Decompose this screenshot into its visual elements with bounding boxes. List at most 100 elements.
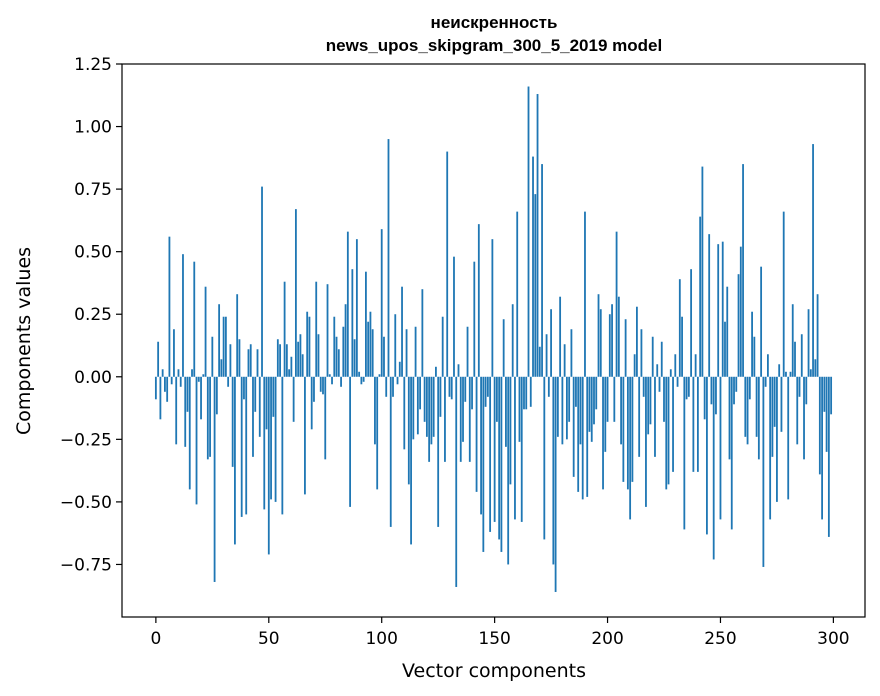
bar-129 (446, 151, 449, 377)
bar-250 (719, 376, 722, 520)
bar-298 (827, 376, 830, 537)
bar-32 (227, 376, 230, 387)
bar-20 (200, 376, 202, 420)
bar-63 (297, 341, 300, 377)
bar-263 (748, 376, 751, 400)
bar-15 (188, 376, 191, 490)
bar-128 (444, 376, 446, 462)
bar-258 (737, 274, 740, 377)
bar-86 (349, 376, 351, 507)
bar-127 (441, 316, 444, 377)
bar-3 (161, 369, 164, 377)
bar-163 (523, 376, 525, 410)
bar-282 (791, 304, 794, 377)
bar-266 (755, 376, 758, 437)
bar-87 (351, 269, 354, 377)
bar-157 (509, 376, 512, 485)
bar-99 (378, 374, 381, 377)
chart-subtitle: news_upos_skipgram_300_5_2019 model (326, 36, 662, 55)
bar-203 (613, 376, 616, 422)
bar-142 (475, 376, 478, 492)
bar-172 (543, 376, 546, 540)
bar-160 (516, 211, 519, 377)
bar-118 (421, 289, 424, 377)
bar-5 (166, 376, 169, 402)
bar-6 (168, 236, 171, 377)
bar-249 (717, 244, 720, 377)
bar-8 (173, 329, 175, 377)
bar-214 (638, 376, 641, 457)
bar-145 (482, 376, 485, 552)
bar-96 (371, 329, 374, 377)
bar-148 (489, 376, 492, 532)
bar-102 (385, 376, 388, 397)
y-axis-label: Components values (13, 247, 35, 435)
bar-161 (518, 376, 521, 442)
bar-276 (778, 364, 781, 377)
bar-45 (256, 349, 259, 377)
bar-43 (252, 376, 254, 457)
bar-49 (265, 376, 268, 430)
bar-52 (272, 376, 275, 417)
bar-137 (464, 376, 467, 402)
bar-23 (206, 376, 209, 460)
bar-139 (468, 376, 471, 462)
bar-242 (701, 166, 704, 377)
bar-58 (285, 344, 288, 377)
bar-170 (538, 346, 541, 377)
bar-125 (437, 376, 440, 527)
bar-229 (672, 376, 674, 472)
bar-79 (333, 316, 336, 377)
bar-254 (728, 376, 731, 460)
bar-44 (254, 376, 257, 412)
bar-28 (218, 304, 221, 377)
bar-131 (450, 376, 453, 400)
bar-277 (780, 376, 783, 432)
bar-92 (362, 376, 365, 382)
bar-262 (746, 376, 749, 445)
bar-60 (290, 356, 293, 377)
bar-292 (814, 359, 817, 377)
bar-188 (579, 376, 582, 445)
bar-253 (726, 286, 729, 377)
bar-11 (179, 376, 182, 387)
bar-239 (694, 354, 697, 377)
bar-185 (572, 376, 575, 477)
bar-89 (355, 239, 358, 377)
bar-167 (532, 156, 534, 377)
bar-198 (602, 376, 604, 490)
bar-193 (590, 376, 593, 442)
bar-4 (164, 376, 166, 392)
bar-289 (807, 309, 810, 377)
bar-21 (202, 374, 205, 377)
bar-287 (803, 376, 805, 460)
bar-264 (751, 311, 753, 377)
bar-36 (236, 294, 239, 377)
bar-7 (170, 376, 173, 385)
y-tick-label: 1.25 (74, 55, 112, 75)
bar-240 (696, 376, 699, 472)
bar-252 (724, 321, 726, 377)
bar-138 (466, 326, 469, 377)
bar-130 (448, 376, 451, 397)
bar-116 (416, 376, 419, 435)
bar-293 (816, 294, 819, 377)
bar-31 (224, 316, 227, 377)
bar-100 (380, 229, 383, 377)
bar-10 (177, 369, 180, 377)
bar-223 (658, 376, 661, 392)
bar-194 (593, 376, 595, 425)
bar-120 (425, 376, 428, 437)
bar-261 (744, 376, 747, 437)
y-tick-label: 0.75 (74, 180, 112, 200)
bar-135 (459, 376, 462, 462)
x-tick-label: 100 (365, 629, 397, 649)
bar-207 (622, 376, 625, 482)
bar-97 (374, 376, 376, 445)
bar-126 (439, 376, 442, 417)
bar-9 (175, 376, 178, 445)
bar-80 (335, 336, 338, 377)
bar-201 (608, 314, 611, 377)
bar-286 (800, 334, 803, 377)
